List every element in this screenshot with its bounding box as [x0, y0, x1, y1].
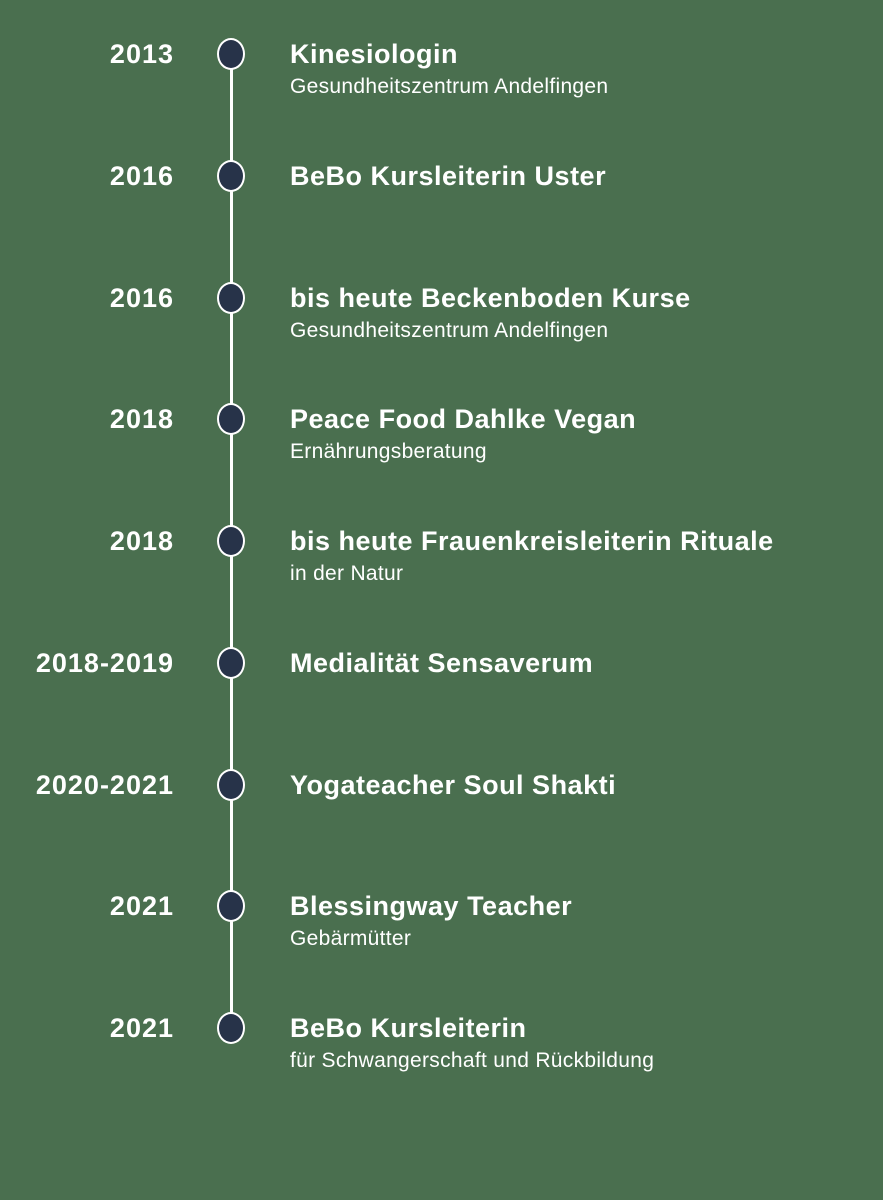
entry-subtitle: in der Natur	[290, 562, 404, 585]
entry-texts: Kinesiologin Gesundheitszentrum Andelfin…	[290, 37, 850, 101]
entry-texts: Peace Food Dahlke Vegan Ernährungsberatu…	[290, 402, 850, 466]
entry-title: bis heute Frauenkreisleiterin Rituale	[290, 526, 774, 556]
entry-subtitle: Gesundheitszentrum Andelfingen	[290, 319, 609, 342]
entry-dot-icon	[217, 38, 245, 70]
entry-dot-icon	[217, 403, 245, 435]
entry-texts: Yogateacher Soul Shakti	[290, 768, 850, 802]
entry-year: 2021	[109, 891, 174, 921]
entry-year: 2016	[109, 161, 174, 191]
entry-texts: bis heute Frauenkreisleiterin Rituale in…	[290, 524, 850, 588]
entry-dot-icon	[217, 525, 245, 557]
entry-dot-icon	[217, 282, 245, 314]
entry-year: 2020-2021	[35, 770, 174, 800]
entry-year: 2018-2019	[35, 648, 174, 678]
entry-year: 2018	[109, 526, 174, 556]
entry-title: Blessingway Teacher	[290, 891, 573, 921]
entry-dot-icon	[217, 647, 245, 679]
entry-texts: BeBo Kursleiterin für Schwangerschaft un…	[290, 1011, 850, 1075]
entry-title: Kinesiologin	[290, 39, 458, 69]
entry-subtitle: Gebärmütter	[290, 927, 412, 950]
entry-subtitle: Ernährungsberatung	[290, 440, 487, 463]
entry-subtitle: Gesundheitszentrum Andelfingen	[290, 75, 609, 98]
entry-year: 2018	[109, 404, 174, 434]
entry-subtitle: für Schwangerschaft und Rückbildung	[290, 1049, 655, 1072]
entry-title: Yogateacher Soul Shakti	[290, 770, 617, 800]
entry-title: bis heute Beckenboden Kurse	[290, 283, 691, 313]
entry-title: Medialität Sensaverum	[290, 648, 594, 678]
entry-texts: BeBo Kursleiterin Uster	[290, 159, 850, 193]
entry-texts: Blessingway Teacher Gebärmütter	[290, 889, 850, 953]
entry-title: BeBo Kursleiterin	[290, 1013, 527, 1043]
entry-dot-icon	[217, 1012, 245, 1044]
entry-year: 2021	[109, 1013, 174, 1043]
entry-year: 2013	[109, 39, 174, 69]
entry-title: BeBo Kursleiterin Uster	[290, 161, 607, 191]
entry-year: 2016	[109, 283, 174, 313]
entry-dot-icon	[217, 769, 245, 801]
entry-title: Peace Food Dahlke Vegan	[290, 404, 637, 434]
entry-texts: Medialität Sensaverum	[290, 646, 850, 680]
entry-dot-icon	[217, 890, 245, 922]
entry-texts: bis heute Beckenboden Kurse Gesundheitsz…	[290, 281, 850, 345]
entry-dot-icon	[217, 160, 245, 192]
